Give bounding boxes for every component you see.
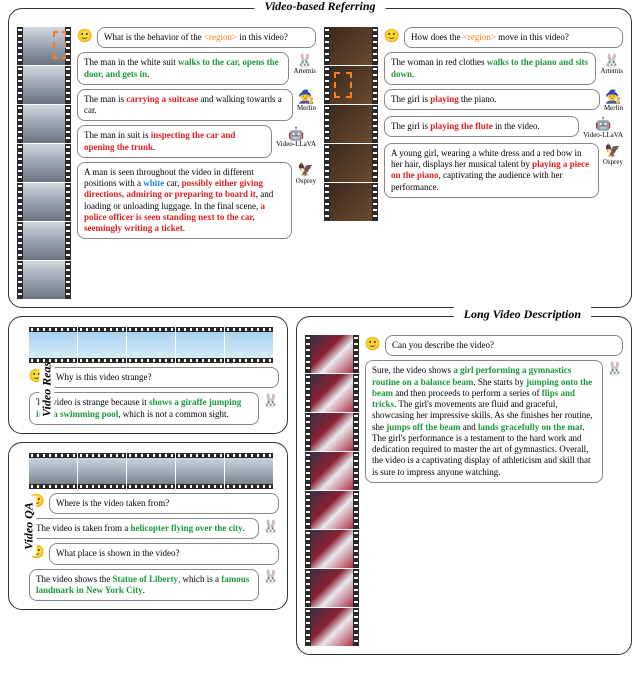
- panel-video-qa: Video QA 🙂 Where is the video taken from…: [8, 442, 288, 610]
- answer-1: The video is taken from a helicopter fly…: [29, 518, 259, 539]
- side-label: Video QA: [21, 496, 36, 556]
- panel-title: Video-based Referring: [255, 0, 386, 14]
- answer-merlin: The girl is playing the piano.: [384, 89, 600, 110]
- artemis-icon: 🐰: [263, 392, 279, 408]
- panel-title: Long Video Description: [454, 307, 591, 322]
- answer-videollava: The man in suit is inspecting the car an…: [77, 125, 272, 158]
- filmstrip-giraffe: [29, 327, 279, 363]
- question-1: Where is the video taken from?: [49, 493, 279, 514]
- merlin-icon: 🧙: [605, 89, 621, 105]
- panel-long-video: Long Video Description 🙂 Can you describ…: [296, 316, 632, 655]
- answer-videollava: The girl is playing the flute in the vid…: [384, 116, 579, 137]
- videollava-icon: 🤖: [288, 125, 304, 141]
- filmstrip-car: [17, 27, 71, 299]
- answer: The video is strange because it shows a …: [29, 392, 259, 425]
- question: Why is this video strange?: [49, 367, 279, 388]
- answer-osprey: A man is seen throughout the video in di…: [77, 162, 292, 240]
- filmstrip-city: [29, 453, 279, 489]
- question-2: What place is shown in the video?: [49, 543, 279, 564]
- referring-left: 🙂 What is the behavior of the <region> i…: [17, 27, 316, 299]
- question: What is the behavior of the <region> in …: [97, 27, 316, 48]
- osprey-icon: 🦅: [605, 143, 621, 159]
- referring-right: 🙂 How does the <region> move in this vid…: [324, 27, 623, 299]
- artemis-icon: 🐰: [263, 518, 279, 534]
- artemis-icon: 🐰: [604, 52, 620, 68]
- answer-merlin: The man is carrying a suitcase and walki…: [77, 89, 293, 122]
- question: How does the <region> move in this video…: [404, 27, 623, 48]
- osprey-icon: 🦅: [298, 162, 314, 178]
- panel-video-reasoning: Video Reasoning 🙂 Why is this video stra…: [8, 316, 288, 434]
- answer-artemis: The man in the white suit walks to the c…: [77, 52, 289, 85]
- user-icon: 🙂: [384, 27, 400, 43]
- videollava-icon: 🤖: [595, 116, 611, 132]
- answer-2: The video shows the Statue of Liberty, w…: [29, 569, 259, 602]
- user-icon: 🙂: [77, 27, 93, 43]
- panel-video-referring: Video-based Referring 🙂 What is the beha…: [8, 8, 632, 308]
- answer-artemis: The woman in red clothes walks to the pi…: [384, 52, 596, 85]
- artemis-icon: 🐰: [263, 569, 279, 585]
- merlin-icon: 🧙: [298, 89, 314, 105]
- answer: Sure, the video shows a girl performing …: [365, 360, 603, 483]
- artemis-icon: 🐰: [607, 360, 623, 376]
- artemis-icon: 🐰: [297, 52, 313, 68]
- user-icon: 🙂: [365, 335, 381, 351]
- filmstrip-girl: [324, 27, 378, 299]
- filmstrip-gym: [305, 335, 359, 646]
- question: Can you describe the video?: [385, 335, 623, 356]
- answer-osprey: A young girl, wearing a white dress and …: [384, 143, 599, 198]
